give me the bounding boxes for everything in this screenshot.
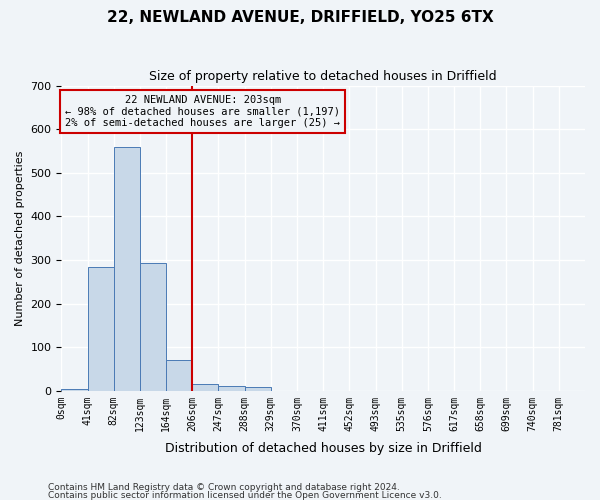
Bar [218, 386, 245, 391]
Text: Contains public sector information licensed under the Open Government Licence v3: Contains public sector information licen… [48, 490, 442, 500]
Bar [140, 263, 166, 391]
X-axis label: Distribution of detached houses by size in Driffield: Distribution of detached houses by size … [165, 442, 482, 455]
Title: Size of property relative to detached houses in Driffield: Size of property relative to detached ho… [149, 70, 497, 83]
Text: Contains HM Land Registry data © Crown copyright and database right 2024.: Contains HM Land Registry data © Crown c… [48, 483, 400, 492]
Text: 22 NEWLAND AVENUE: 203sqm
← 98% of detached houses are smaller (1,197)
2% of sem: 22 NEWLAND AVENUE: 203sqm ← 98% of detac… [65, 94, 340, 128]
Bar [245, 388, 271, 391]
Bar [114, 146, 140, 391]
Bar [61, 388, 88, 391]
Bar [166, 360, 193, 391]
Y-axis label: Number of detached properties: Number of detached properties [15, 150, 25, 326]
Bar [193, 384, 218, 391]
Bar [88, 268, 114, 391]
Text: 22, NEWLAND AVENUE, DRIFFIELD, YO25 6TX: 22, NEWLAND AVENUE, DRIFFIELD, YO25 6TX [107, 10, 493, 25]
